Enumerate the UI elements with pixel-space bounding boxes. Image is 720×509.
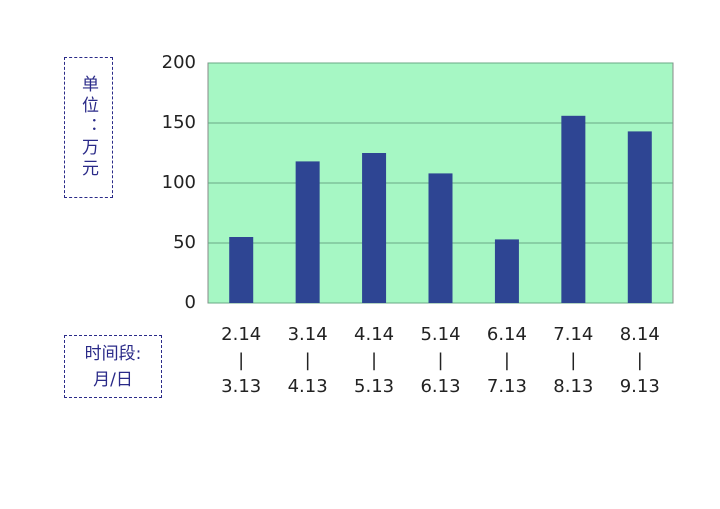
bar xyxy=(229,237,254,303)
y-axis-label: 单位：万元 xyxy=(64,57,113,198)
y-tick-label: 0 xyxy=(185,292,196,313)
x-tick-label: 3.14 | 4.13 xyxy=(287,324,328,397)
bar xyxy=(494,239,519,303)
y-tick-label: 100 xyxy=(162,172,196,193)
bar xyxy=(428,173,453,303)
x-tick-label: 6.14 | 7.13 xyxy=(486,324,527,397)
x-axis-label: 时间段: 月/日 xyxy=(64,335,162,398)
x-tick-label: 7.14 | 8.13 xyxy=(553,324,594,397)
x-tick-label: 5.14 | 6.13 xyxy=(420,324,461,397)
y-tick-label: 150 xyxy=(162,112,196,133)
x-tick-label: 4.14 | 5.13 xyxy=(354,324,395,397)
bar xyxy=(362,153,387,303)
bar xyxy=(295,161,320,303)
x-tick-label: 2.14 | 3.13 xyxy=(221,324,262,397)
x-tick-label: 8.14 | 9.13 xyxy=(619,324,660,397)
y-tick-label: 50 xyxy=(173,232,196,253)
y-tick-label: 200 xyxy=(162,52,196,73)
bar xyxy=(627,131,652,303)
bar xyxy=(561,115,586,303)
